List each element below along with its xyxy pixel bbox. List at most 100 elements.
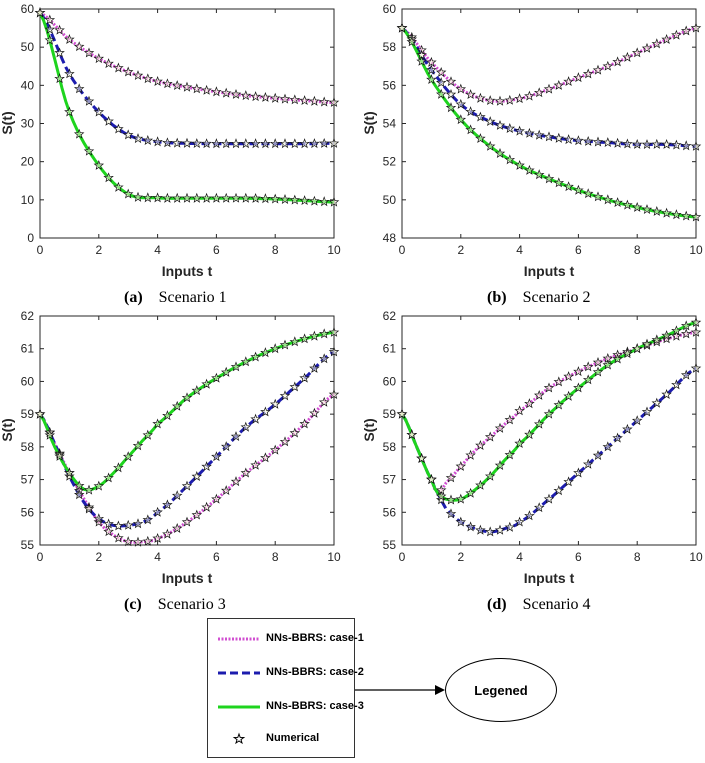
numerical-star-marker [113, 462, 124, 473]
numerical-star-marker [54, 450, 65, 461]
x-tick-label: 10 [689, 243, 703, 257]
numerical-star-marker [553, 177, 565, 188]
x-tick-label: 6 [575, 243, 582, 257]
numerical-star-marker [171, 80, 183, 90]
numerical-star-marker [103, 172, 114, 183]
numerical-star-marker [132, 440, 144, 451]
numerical-star-marker [250, 351, 261, 362]
numerical-star-marker [142, 535, 154, 546]
x-tick-label: 8 [272, 243, 279, 257]
numerical-star-marker [201, 501, 212, 512]
legend-item-numerical: Numerical [208, 729, 356, 749]
numerical-star-marker [524, 90, 535, 101]
numerical-star-marker [651, 138, 663, 149]
numerical-star-marker [426, 74, 437, 84]
numerical-star-marker [240, 138, 252, 149]
y-tick-label: 61 [21, 342, 35, 356]
numerical-star-marker [690, 362, 702, 373]
numerical-star-marker [162, 499, 173, 510]
caption-a: (a) Scenario 1 [124, 289, 227, 307]
numerical-star-marker [103, 526, 114, 537]
numerical-star-marker [328, 326, 340, 337]
caption-b-letter: (b) [487, 289, 507, 306]
numerical-star-marker [93, 53, 105, 64]
caption-d-title: Scenario 4 [522, 596, 591, 613]
numerical-star-marker [318, 353, 330, 364]
numerical-star-marker [504, 521, 516, 532]
numerical-star-marker [475, 479, 486, 490]
numerical-star-marker [201, 461, 212, 471]
numerical-star-marker [289, 138, 301, 149]
legend-label-numerical: Numerical [266, 732, 320, 744]
numerical-star-marker [250, 413, 261, 424]
plot-area-2 [401, 8, 697, 239]
x-tick-label: 4 [516, 243, 523, 257]
numerical-star-marker [230, 138, 242, 149]
numerical-star-marker [269, 92, 281, 103]
numerical-star-marker [602, 441, 614, 452]
numerical-star-marker [631, 138, 643, 149]
numerical-star-marker [122, 188, 134, 199]
numerical-star-marker [671, 325, 682, 336]
numerical-star-marker [661, 330, 672, 341]
numerical-star-marker [494, 422, 506, 433]
y-tick-label: 62 [21, 309, 35, 323]
numerical-star-marker [83, 47, 95, 58]
numerical-star-marker [103, 518, 114, 529]
numerical-star-marker [494, 524, 506, 535]
y-tick-label: 58 [21, 440, 35, 454]
numerical-star-marker [573, 366, 584, 377]
numerical-star-marker [543, 493, 555, 504]
numerical-star-marker [475, 439, 486, 451]
legend-swatch-case-1 [218, 637, 260, 641]
numerical-star-marker [309, 138, 320, 149]
numerical-star-marker [622, 423, 633, 434]
numerical-star-marker [484, 470, 496, 481]
numerical-star-marker [113, 181, 124, 192]
numerical-star-marker [318, 328, 330, 339]
numerical-star-marker [191, 509, 203, 520]
numerical-star-marker [524, 127, 535, 138]
numerical-star-marker [651, 397, 663, 408]
numerical-star-marker [484, 431, 496, 442]
numerical-star-marker [152, 418, 163, 429]
legend-callout-label: Legened [474, 682, 528, 698]
y-tick-label: 48 [383, 231, 397, 245]
x-tick-label: 0 [37, 243, 44, 257]
chart-panel-1: 0 2 4 6 8 10 0 10 20 30 40 50 60 Inputs t S(t) [0, 2, 341, 279]
x-tick-label: 4 [154, 243, 161, 257]
numerical-star-marker [524, 164, 535, 175]
numerical-star-marker [181, 137, 193, 148]
numerical-star-marker [631, 202, 643, 212]
numerical-star-marker [64, 33, 75, 45]
caption-d-letter: (d) [487, 596, 507, 613]
numerical-star-marker [269, 193, 281, 204]
numerical-star-marker [181, 81, 193, 92]
numerical-star-marker [240, 467, 252, 478]
numerical-star-marker [475, 133, 486, 143]
numerical-star-marker [289, 381, 301, 392]
numerical-star-marker [514, 438, 525, 448]
numerical-star-marker [230, 361, 242, 372]
numerical-star-marker [533, 390, 545, 400]
y-tick-label: 57 [383, 473, 397, 487]
plot-area-4 [401, 315, 697, 546]
numerical-star-marker [269, 138, 281, 149]
numerical-star-marker [612, 197, 623, 207]
numerical-star-marker [299, 372, 310, 383]
x-tick-label: 2 [95, 243, 102, 257]
numerical-star-marker [103, 58, 114, 69]
numerical-star-marker [680, 140, 692, 151]
numerical-star-marker [602, 137, 614, 147]
numerical-star-marker [573, 72, 584, 83]
numerical-star-marker [279, 339, 291, 350]
numerical-star-marker [484, 140, 496, 151]
numerical-star-marker [211, 451, 222, 462]
numerical-star-marker [514, 516, 525, 527]
caption-d: (d) Scenario 4 [487, 596, 591, 614]
y-tick-label: 50 [21, 40, 35, 54]
y-tick-label: 55 [21, 538, 35, 552]
numerical-star-marker [612, 56, 623, 67]
y-tick-label: 60 [383, 2, 397, 16]
numerical-star-marker [328, 196, 340, 207]
